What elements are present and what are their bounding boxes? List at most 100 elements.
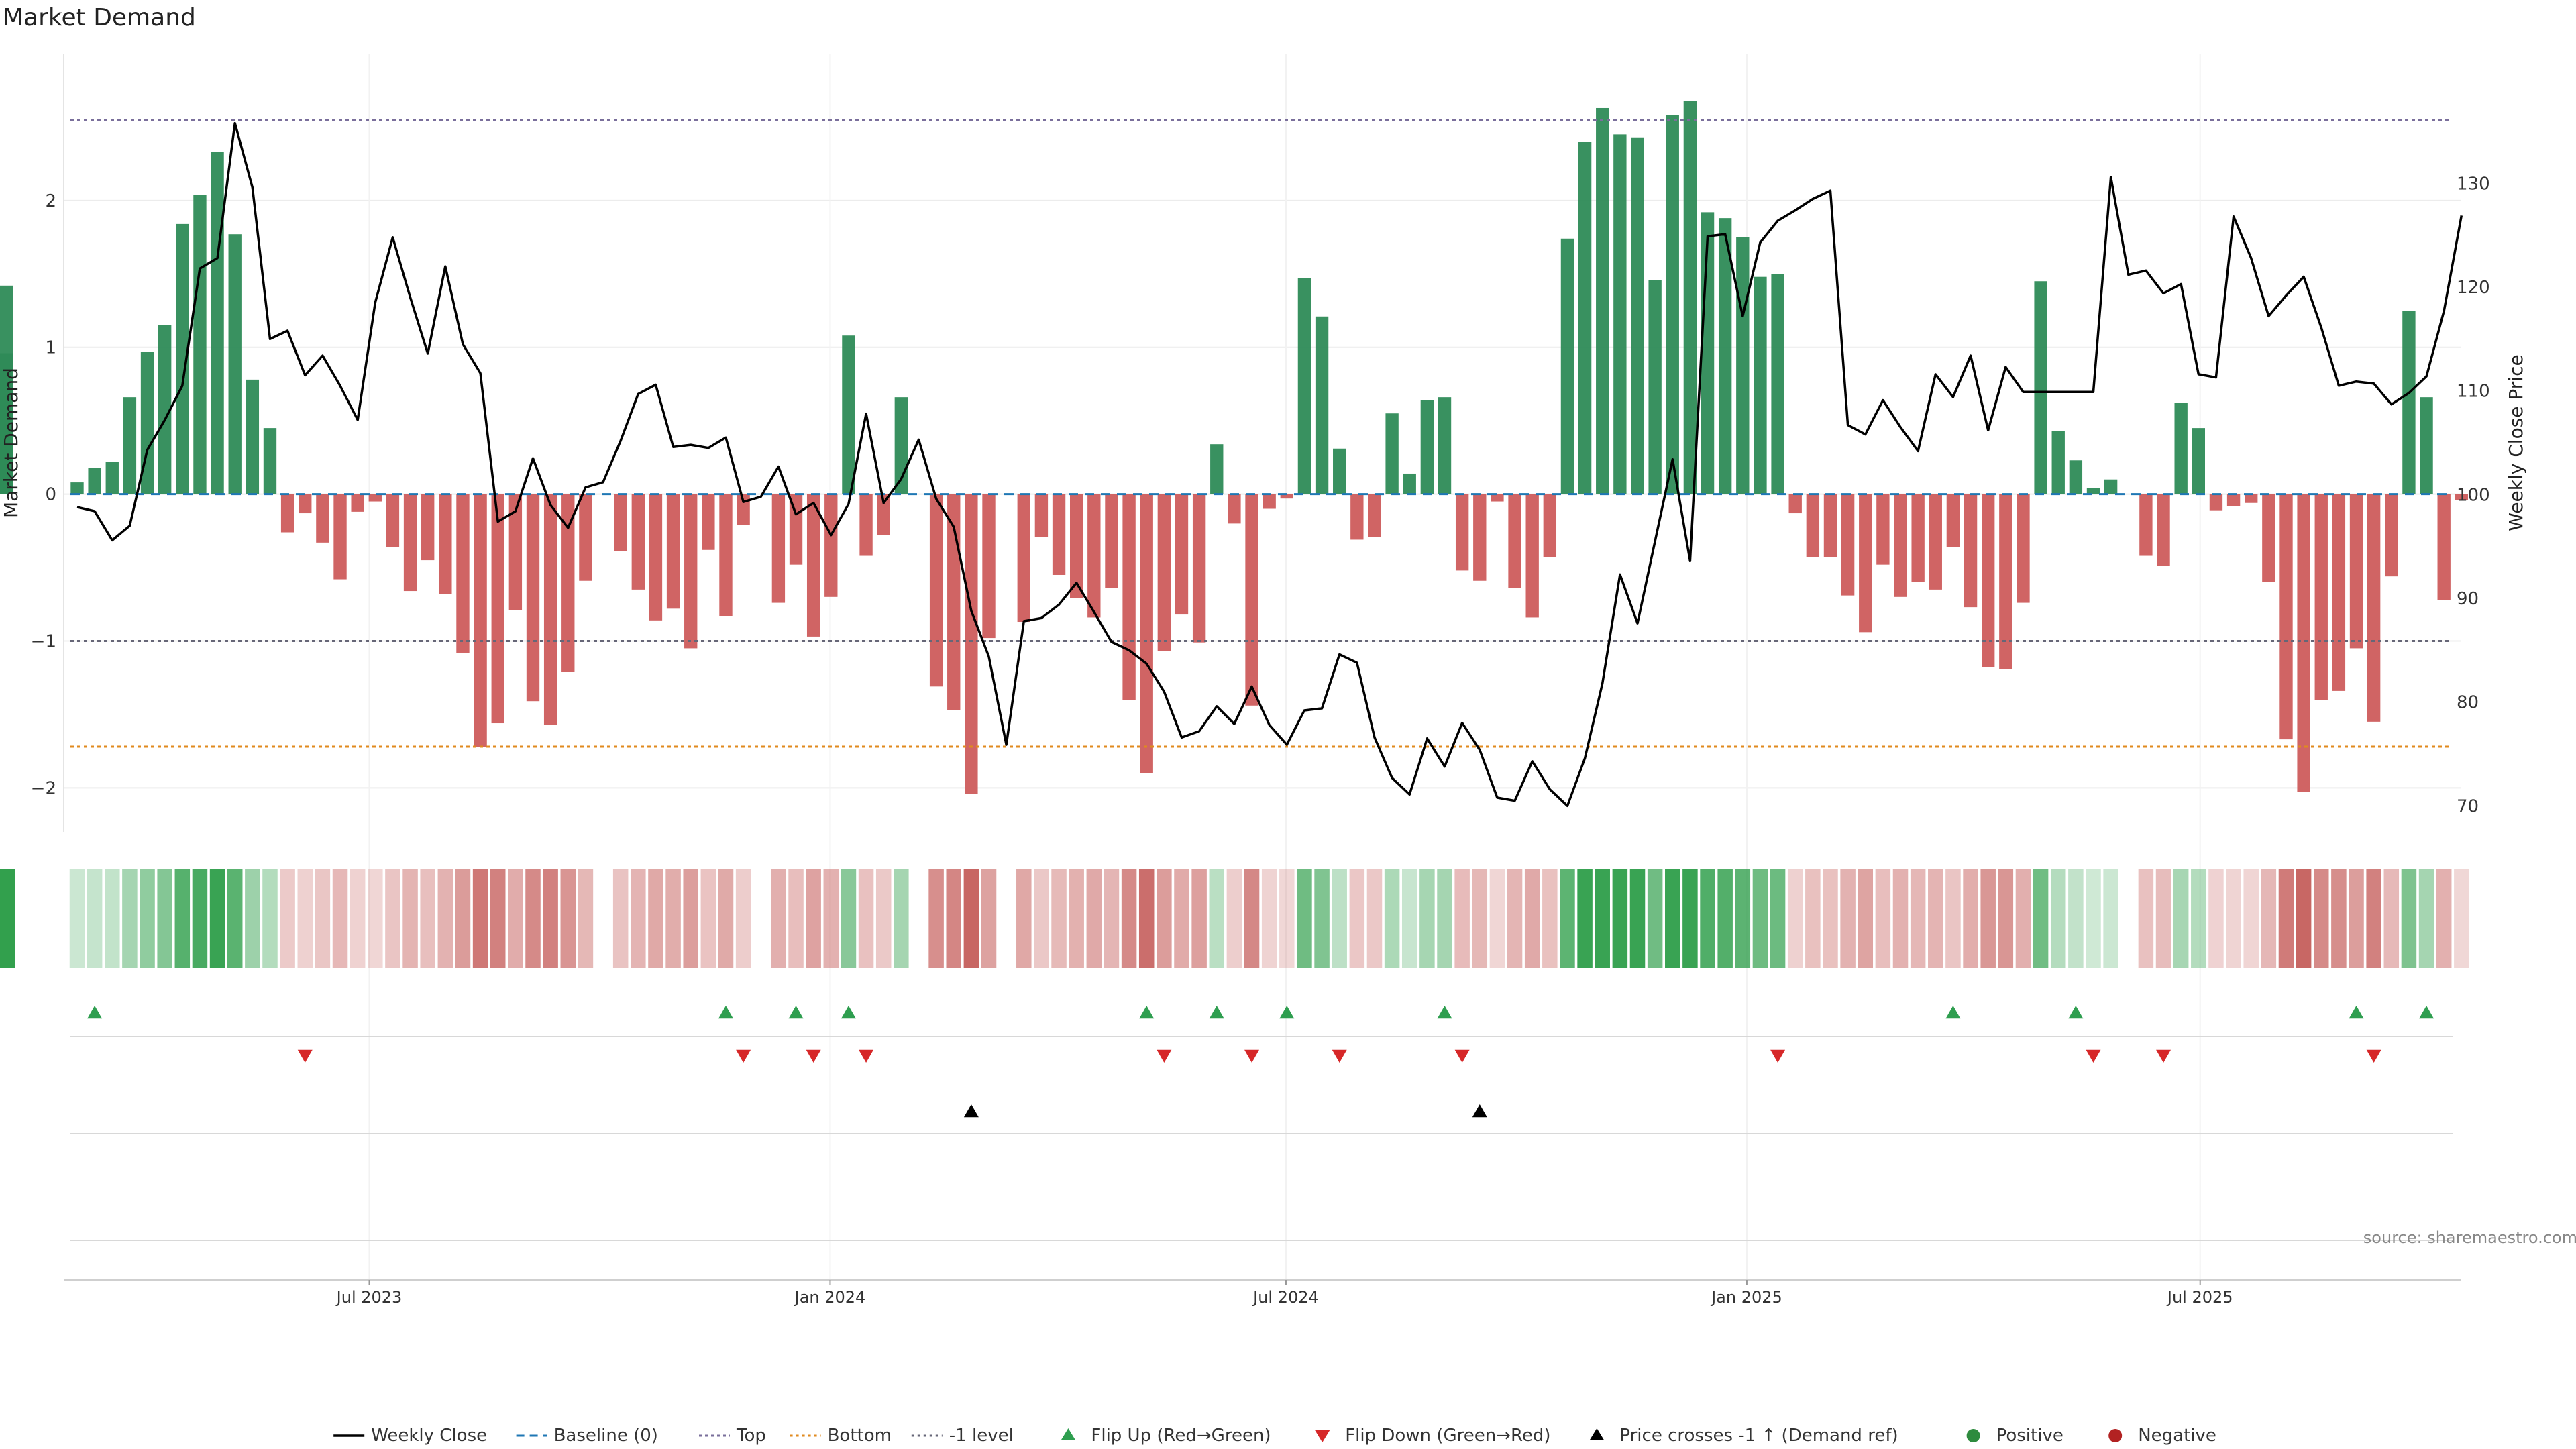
- legend-label: Bottom: [828, 1426, 892, 1446]
- heat-cell: [69, 869, 85, 968]
- positive-demand-bar: [1385, 413, 1399, 494]
- negative-demand-bar: [2139, 494, 2153, 556]
- heat-cell: [823, 869, 839, 968]
- heat-cell: [1647, 869, 1663, 968]
- negative-demand-bar: [1946, 494, 1960, 547]
- negative-demand-bar: [1788, 494, 1802, 514]
- heat-cell: [2243, 869, 2259, 968]
- axes: Jul 2023 Jan 2024 Jul 2024 Jan 2025 Jul 2025…: [31, 174, 2490, 1307]
- flip-up-marker: [1209, 1006, 1224, 1019]
- heat-cell: [543, 869, 558, 968]
- negative-demand-bar: [965, 494, 978, 794]
- heat-cell: [771, 869, 786, 968]
- positive-demand-bar: [176, 223, 189, 494]
- positive-demand-bar: [1736, 237, 1750, 494]
- positive-demand-bar: [70, 482, 84, 494]
- legend-swatch-triangle-up: [1061, 1428, 1076, 1440]
- heat-cell: [631, 869, 646, 968]
- negative-demand-bar: [1122, 494, 1136, 700]
- heat-cell: [157, 869, 172, 968]
- heat-cell: [437, 869, 453, 968]
- signal-rows: [70, 1006, 2453, 1241]
- heat-cell: [1104, 869, 1120, 968]
- heat-cell: [1595, 869, 1610, 968]
- heat-cell: [1366, 869, 1383, 968]
- negative-demand-bar: [2245, 494, 2258, 503]
- heat-cell: [2103, 869, 2118, 968]
- negative-demand-bar: [2349, 494, 2363, 649]
- heat-cell: [0, 869, 15, 968]
- legend-label: Positive: [1996, 1426, 2063, 1446]
- negative-demand-bar: [474, 494, 487, 747]
- negative-demand-bar: [1982, 494, 1995, 667]
- x-tick-label: Jan 2025: [1710, 1288, 1782, 1307]
- negative-demand-bar: [1350, 494, 1364, 540]
- legend-label: Baseline (0): [554, 1426, 658, 1446]
- positive-demand-bar: [158, 325, 172, 494]
- grid-layer: [63, 54, 2461, 1280]
- price-cross-marker: [1472, 1104, 1487, 1118]
- heat-cell: [245, 869, 260, 968]
- heat-cell: [946, 869, 961, 968]
- negative-demand-bar: [771, 494, 786, 603]
- legend-swatch-triangle-up: [1589, 1428, 1605, 1440]
- negative-demand-bar: [526, 494, 540, 702]
- heat-cell: [87, 869, 103, 968]
- heat-cell: [2086, 869, 2101, 968]
- y2-axis-label: Weekly Close Price: [2505, 354, 2527, 531]
- heat-cell: [1770, 869, 1786, 968]
- heat-cell: [560, 869, 576, 968]
- heat-cell: [280, 869, 295, 968]
- flip-up-marker: [1139, 1006, 1155, 1019]
- demand-bars: [0, 101, 2469, 794]
- heat-cell: [1945, 869, 1961, 968]
- heat-cell: [105, 869, 120, 968]
- negative-demand-bar: [1140, 494, 1153, 773]
- heat-cell: [315, 869, 331, 968]
- heat-cell: [1157, 869, 1172, 968]
- heat-cell: [209, 869, 225, 968]
- positive-demand-bar: [0, 353, 13, 494]
- heat-cell: [806, 869, 821, 968]
- positive-demand-bar: [105, 462, 119, 494]
- heat-cell: [1542, 869, 1558, 968]
- negative-demand-bar: [1823, 494, 1837, 557]
- flip-up-marker: [1945, 1006, 1961, 1019]
- legend-label: Weekly Close: [371, 1426, 487, 1446]
- heat-cell: [665, 869, 681, 968]
- heat-cell: [2401, 869, 2417, 968]
- flip-up-marker: [2419, 1006, 2434, 1019]
- negative-demand-bar: [1929, 494, 1942, 590]
- negative-demand-bar: [1245, 494, 1258, 706]
- positive-demand-bar: [2174, 402, 2188, 494]
- negative-demand-bar: [543, 494, 557, 725]
- negative-demand-bar: [2279, 494, 2293, 740]
- heat-cell: [2366, 869, 2381, 968]
- heat-cell: [368, 869, 383, 968]
- heat-cell: [1191, 869, 1207, 968]
- negative-demand-bar: [1455, 494, 1469, 571]
- heat-cell: [2278, 869, 2294, 968]
- positive-demand-bar: [1420, 400, 1434, 494]
- negative-demand-bar: [1543, 494, 1557, 557]
- negative-demand-bar: [316, 494, 329, 543]
- heat-cell: [1507, 869, 1523, 968]
- heat-cell: [2349, 869, 2364, 968]
- heat-cell: [1928, 869, 1943, 968]
- positive-demand-bar: [2402, 311, 2416, 494]
- legend-item: Weekly Close: [333, 1426, 487, 1446]
- heat-cell: [472, 869, 488, 968]
- weekly-close-line: [76, 121, 2463, 808]
- negative-demand-bar: [649, 494, 663, 621]
- legend-label: Negative: [2138, 1426, 2216, 1446]
- negative-demand-bar: [2226, 494, 2241, 506]
- heat-cell: [718, 869, 734, 968]
- negative-demand-bar: [1017, 494, 1030, 623]
- level-lines: [70, 118, 2450, 748]
- heat-cell: [297, 869, 313, 968]
- negative-demand-bar: [2367, 494, 2381, 722]
- heat-cell: [2068, 869, 2084, 968]
- y-tick-label: 0: [45, 485, 56, 505]
- negative-demand-bar: [2209, 494, 2223, 511]
- chart-title: Market Demand: [3, 4, 196, 32]
